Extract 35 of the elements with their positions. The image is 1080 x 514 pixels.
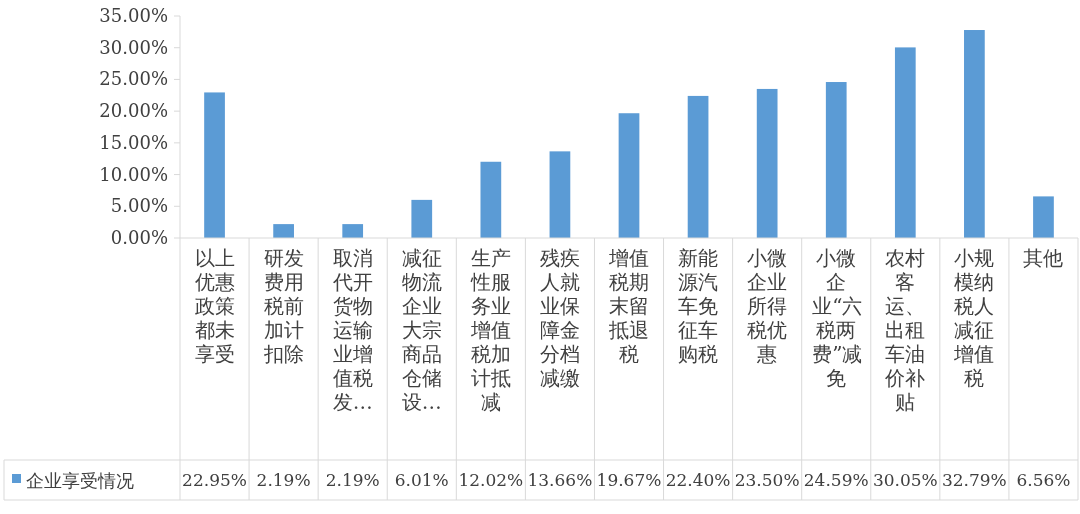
y-tick-label: 10.00%: [98, 163, 168, 185]
x-tick-label: 增值税期末留抵退税: [608, 246, 650, 366]
y-tick-label: 15.00%: [98, 131, 168, 153]
x-tick-label: 小微企业“六税两费”减免: [812, 246, 863, 390]
data-label: 30.05%: [871, 470, 939, 490]
data-label: 19.67%: [595, 470, 663, 490]
data-label: 22.95%: [181, 470, 248, 490]
x-tick-label: 农村客运、出租车油价补贴: [884, 246, 927, 414]
data-label: 2.19%: [324, 470, 381, 490]
y-tick-label: 30.00%: [98, 36, 168, 58]
data-label: 32.79%: [940, 470, 1008, 490]
x-tick-label: 残疾人就业保障金分档减缴: [538, 246, 581, 390]
data-label: 2.19%: [255, 470, 312, 490]
y-tick-label: 5.00%: [109, 195, 168, 217]
data-label: 6.56%: [1015, 470, 1072, 490]
x-tick-label: 新能源汽车免征车购税: [677, 246, 720, 366]
x-tick-label: 生产性服务业增值税加计抵减: [469, 246, 512, 414]
y-tick-label: 20.00%: [98, 100, 168, 122]
data-label: 12.02%: [457, 470, 525, 490]
x-tick-label: 其他: [1022, 246, 1065, 270]
data-label: 22.40%: [664, 470, 732, 490]
y-tick-label: 35.00%: [98, 5, 168, 26]
x-tick-label: 研发费用税前加计扣除: [262, 246, 305, 366]
x-tick-label: 取消代开货物运输业增值税发…: [331, 246, 374, 414]
x-tick-label: 以上优惠政策都未享受: [193, 246, 236, 366]
data-label: 23.50%: [733, 470, 801, 490]
data-label: 24.59%: [802, 470, 870, 490]
data-label: 6.01%: [393, 470, 450, 490]
x-tick-label: 小微企业所得税优惠: [746, 246, 789, 366]
legend-label: 企业享受情况: [26, 469, 134, 493]
x-tick-label: 小规模纳税人减征增值税: [953, 246, 996, 390]
data-label: 13.66%: [526, 470, 594, 490]
y-tick-label: 0.00%: [109, 227, 168, 248]
x-tick-label: 减征物流企业大宗商品仓储设…: [400, 246, 443, 414]
y-tick-label: 25.00%: [98, 68, 168, 90]
